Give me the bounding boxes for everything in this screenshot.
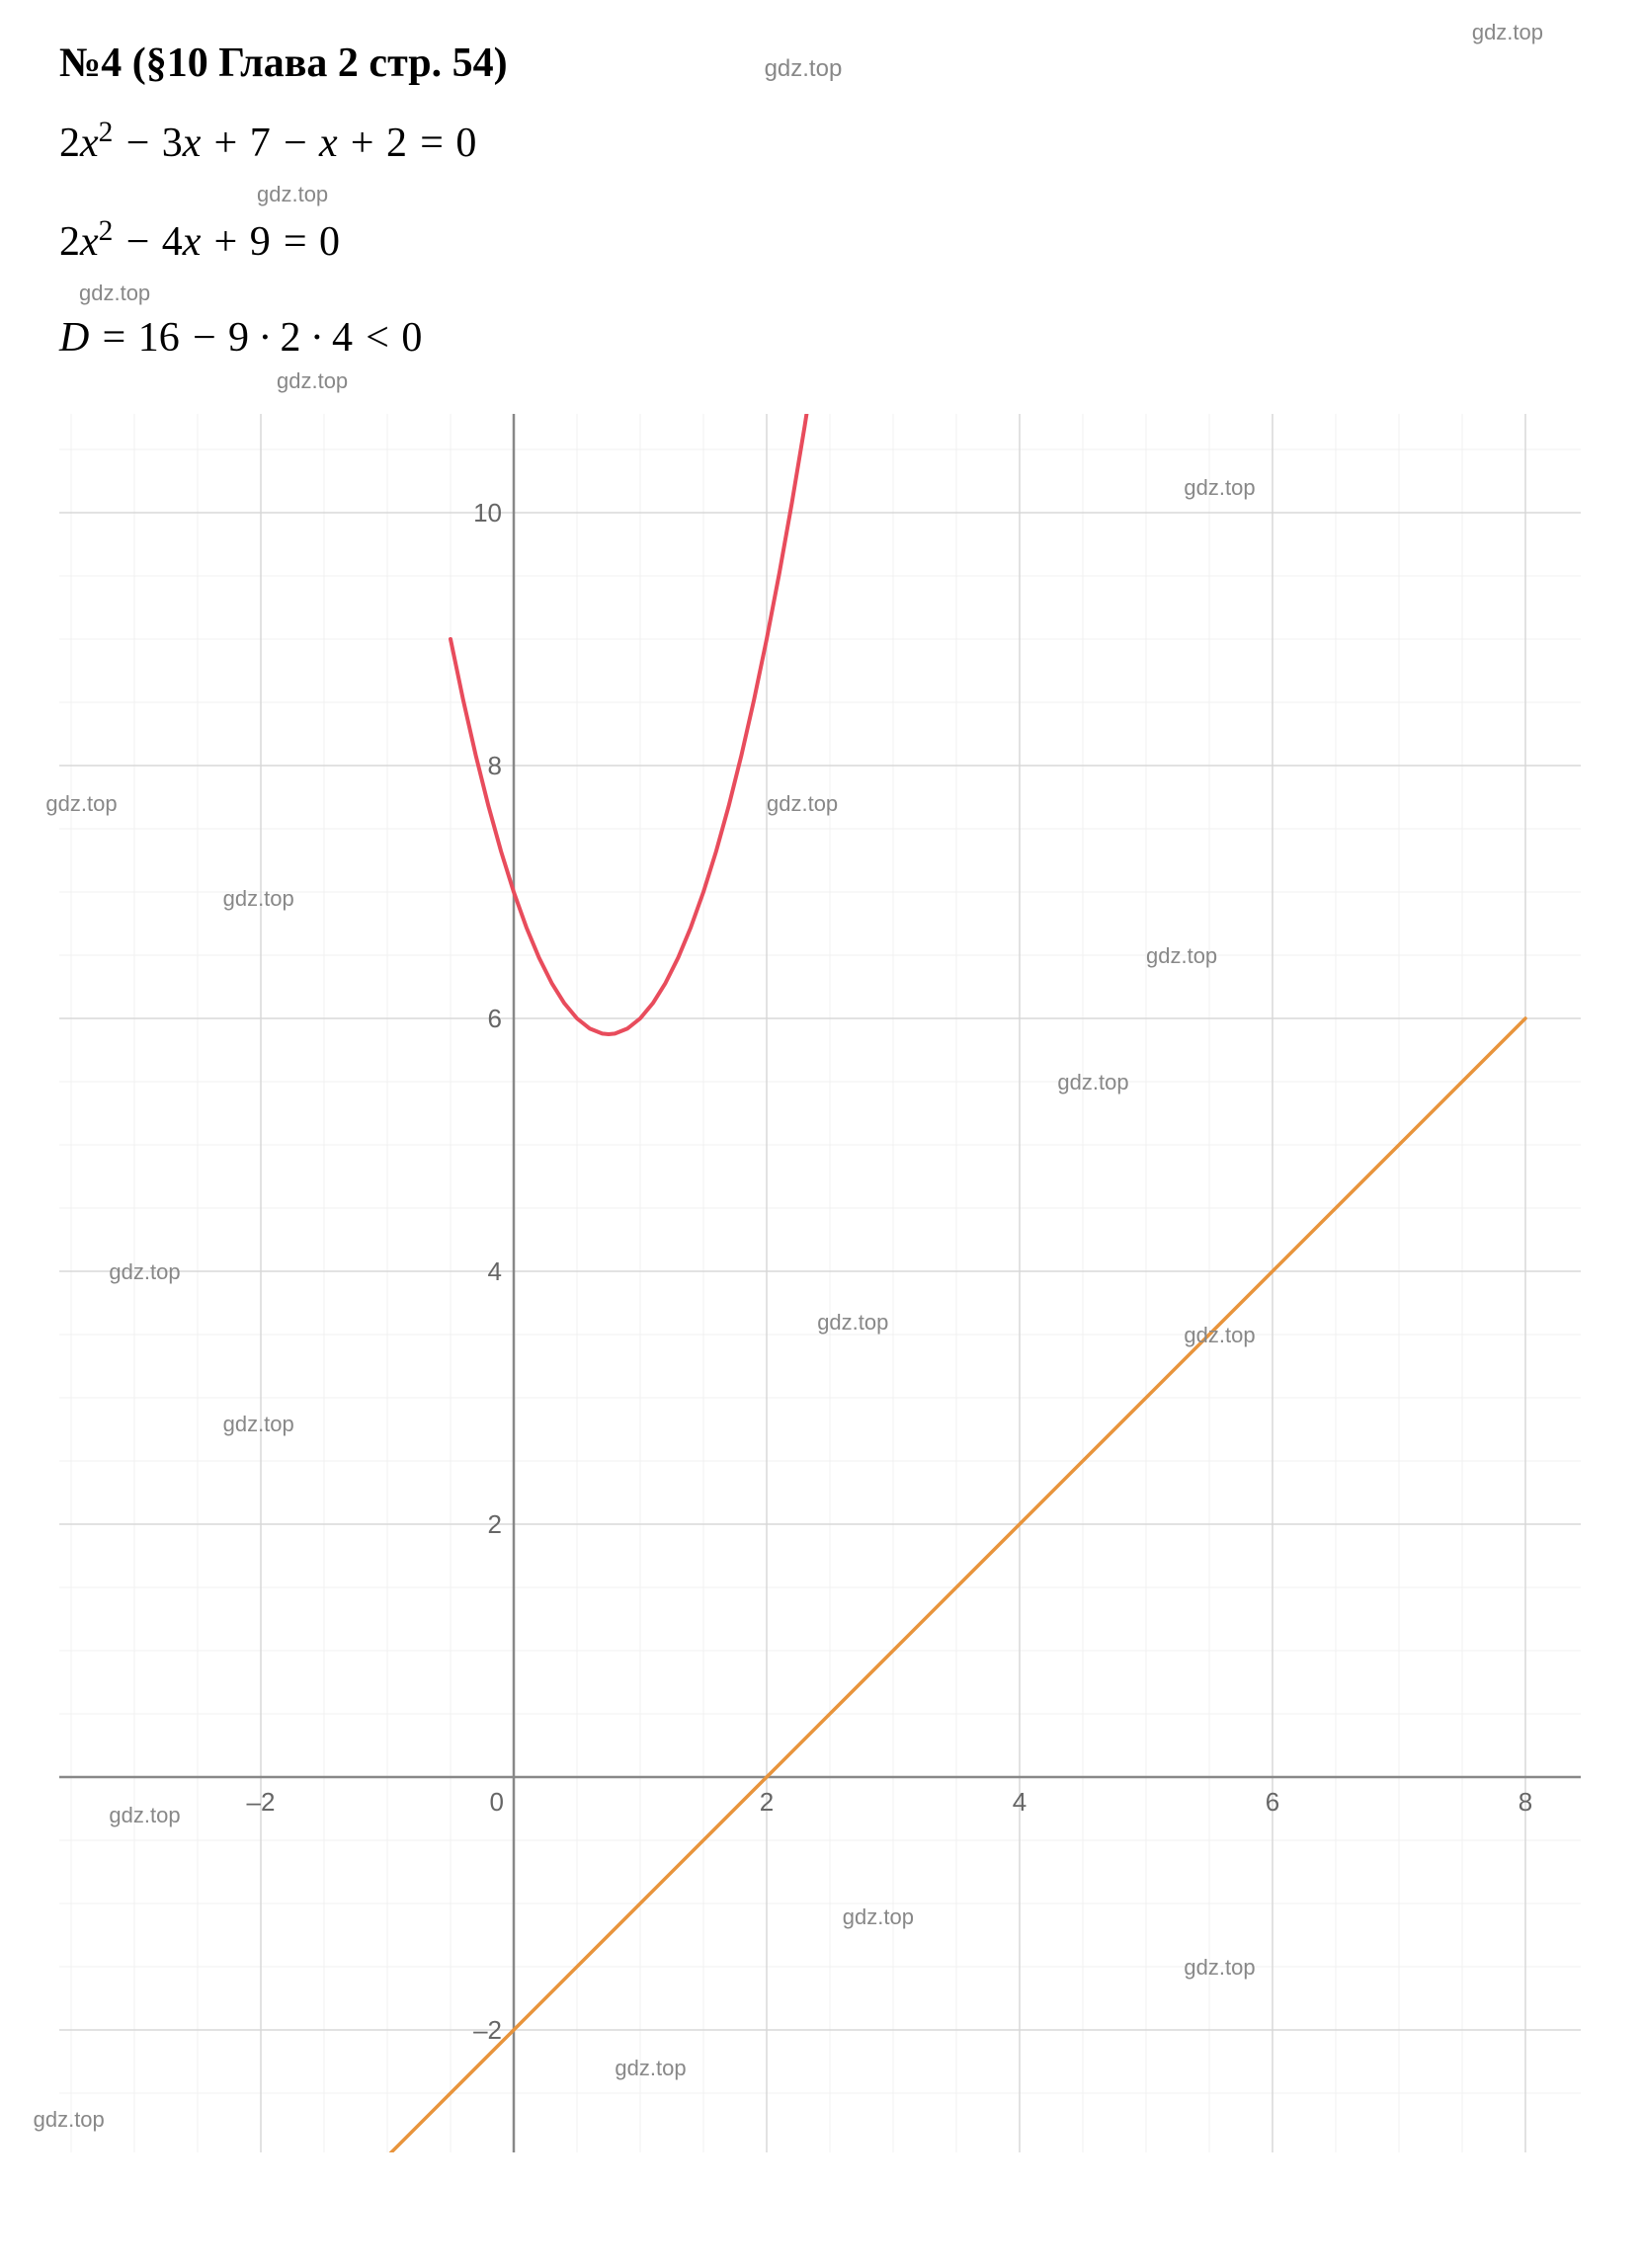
header-watermark: gdz.top (765, 55, 843, 83)
eq3-watermark: gdz.top (277, 368, 1583, 394)
svg-text:8: 8 (488, 751, 502, 780)
svg-text:2: 2 (760, 1787, 774, 1817)
equation-1: 2x2 − 3x + 7 − x + 2 = 0 (59, 117, 1583, 167)
svg-text:6: 6 (488, 1004, 502, 1033)
svg-text:4: 4 (1013, 1787, 1026, 1817)
chart-watermark: gdz.top (109, 1259, 180, 1285)
chart-watermark: gdz.top (1184, 1955, 1255, 1981)
chart-watermark: gdz.top (109, 1803, 180, 1828)
chart-watermark: gdz.top (1184, 475, 1255, 501)
svg-text:8: 8 (1519, 1787, 1532, 1817)
svg-text:10: 10 (473, 498, 502, 527)
chart-watermark: gdz.top (817, 1310, 888, 1336)
chart-watermark: gdz.top (843, 1904, 914, 1930)
page-title: №4 (§10 Глава 2 стр. 54) (59, 40, 508, 87)
svg-text:0: 0 (490, 1787, 504, 1817)
chart-watermark: gdz.top (223, 886, 294, 912)
chart-watermark: gdz.top (1146, 943, 1217, 969)
top-watermark: gdz.top (1472, 20, 1543, 45)
chart-container: –4–202468–2246810 gdz.topgdz.topgdz.topg… (59, 414, 1581, 2152)
eq1-watermark: gdz.top (257, 182, 1583, 207)
equation-2: 2x2 − 4x + 9 = 0 (59, 215, 1583, 266)
chart-watermark: gdz.top (1057, 1070, 1128, 1095)
equation-3: D = 16 − 9 · 2 · 4 < 0 (59, 314, 1583, 362)
svg-text:6: 6 (1266, 1787, 1279, 1817)
chart-svg: –4–202468–2246810 (59, 414, 1581, 2152)
chart-watermark: gdz.top (615, 2056, 686, 2081)
chart-watermark: gdz.top (767, 791, 838, 817)
chart-watermark: gdz.top (223, 1412, 294, 1437)
svg-text:2: 2 (488, 1509, 502, 1539)
chart-watermark: gdz.top (45, 791, 117, 817)
chart-watermark: gdz.top (1184, 1323, 1255, 1348)
chart-watermark: gdz.top (34, 2107, 105, 2133)
header-row: №4 (§10 Глава 2 стр. 54) gdz.top (59, 40, 1583, 87)
svg-text:4: 4 (488, 1256, 502, 1286)
svg-text:–2: –2 (247, 1787, 276, 1817)
eq2-watermark: gdz.top (79, 281, 1583, 306)
svg-text:–2: –2 (473, 2015, 502, 2045)
